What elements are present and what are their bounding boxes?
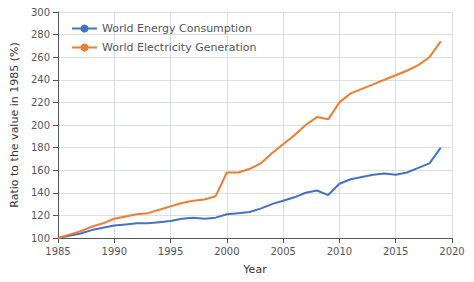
svg-text:100: 100 xyxy=(31,233,50,244)
svg-text:World Energy Consumption: World Energy Consumption xyxy=(102,22,252,35)
svg-text:2010: 2010 xyxy=(327,246,352,257)
svg-text:200: 200 xyxy=(31,120,50,131)
svg-text:280: 280 xyxy=(31,29,50,40)
svg-text:300: 300 xyxy=(31,7,50,18)
svg-text:2000: 2000 xyxy=(214,246,239,257)
svg-text:260: 260 xyxy=(31,52,50,63)
svg-text:1990: 1990 xyxy=(102,246,127,257)
svg-text:2005: 2005 xyxy=(270,246,295,257)
svg-text:180: 180 xyxy=(31,142,50,153)
svg-text:120: 120 xyxy=(31,210,50,221)
svg-text:1995: 1995 xyxy=(158,246,183,257)
svg-text:140: 140 xyxy=(31,187,50,198)
svg-text:160: 160 xyxy=(31,165,50,176)
svg-text:World Electricity Generation: World Electricity Generation xyxy=(102,41,257,54)
svg-text:2015: 2015 xyxy=(383,246,408,257)
svg-text:2020: 2020 xyxy=(439,246,464,257)
svg-text:220: 220 xyxy=(31,97,50,108)
svg-text:Ratio to the value in 1985 (%): Ratio to the value in 1985 (%) xyxy=(8,42,21,207)
svg-text:1985: 1985 xyxy=(45,246,70,257)
svg-text:Year: Year xyxy=(242,263,267,276)
svg-text:240: 240 xyxy=(31,74,50,85)
